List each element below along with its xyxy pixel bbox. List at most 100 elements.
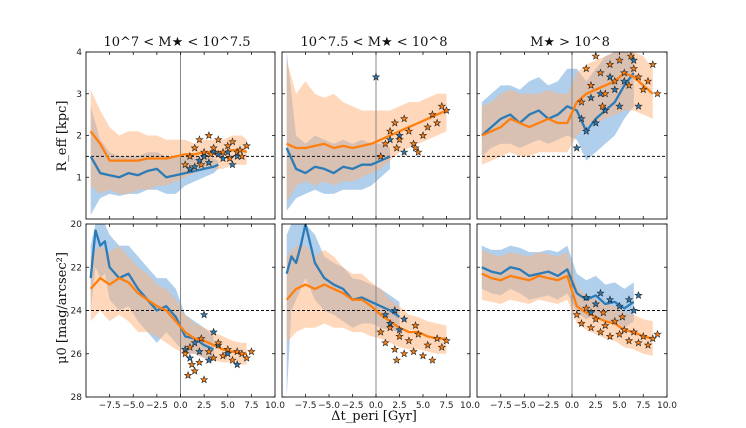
scatter-star-blue bbox=[199, 310, 209, 319]
scatter-star-orange bbox=[596, 68, 605, 77]
scatter-star-orange bbox=[187, 360, 197, 369]
scatter-star-orange bbox=[185, 342, 195, 351]
panel-bottom-right bbox=[477, 224, 667, 397]
scatter-star-orange bbox=[218, 351, 228, 360]
scatter-star-orange bbox=[242, 141, 251, 150]
x-tick-label: −7.5 bbox=[295, 401, 317, 411]
panel-top-left bbox=[86, 52, 275, 219]
scatter-star-blue bbox=[214, 149, 223, 158]
scatter-star-orange bbox=[629, 327, 639, 336]
scatter-star-blue bbox=[218, 154, 228, 163]
scatter-star-orange bbox=[214, 135, 223, 144]
scatter-star-orange bbox=[418, 351, 428, 360]
scatter-star-orange bbox=[423, 122, 432, 131]
scatter-star-orange bbox=[629, 64, 639, 73]
scatter-star-orange bbox=[653, 329, 662, 338]
x-tick-label: 7.5 bbox=[636, 401, 650, 411]
scatter-star-orange bbox=[190, 366, 199, 375]
x-tick-label: 5.0 bbox=[612, 401, 627, 411]
scatter-star-orange bbox=[619, 68, 629, 77]
scatter-star-orange bbox=[414, 147, 423, 156]
x-tick-label: 5.0 bbox=[221, 401, 236, 411]
scatter-star-blue bbox=[581, 126, 591, 135]
scatter-star-orange bbox=[180, 160, 190, 169]
scatter-star-orange bbox=[214, 338, 223, 347]
band-orange bbox=[90, 89, 247, 194]
x-tick-label: −2.5 bbox=[146, 401, 168, 411]
scatter-star-orange bbox=[577, 319, 586, 328]
scatter-star-orange bbox=[199, 147, 209, 156]
scatter-star-orange bbox=[195, 135, 204, 144]
y-tick-label: 22 bbox=[71, 263, 82, 273]
scatter-star-orange bbox=[643, 340, 653, 349]
scatter-star-orange bbox=[572, 310, 582, 319]
scatter-star-orange bbox=[634, 72, 643, 81]
y-tick-label: 26 bbox=[71, 350, 83, 360]
scatter-star-orange bbox=[619, 325, 629, 334]
scatter-star-orange bbox=[204, 347, 214, 356]
scatter-star-orange bbox=[185, 151, 195, 160]
panel-top-right bbox=[477, 52, 667, 219]
scatter-star-orange bbox=[591, 314, 601, 323]
scatter-star-orange bbox=[586, 80, 596, 90]
panel-top-middle bbox=[282, 52, 470, 219]
scatter-star-blue bbox=[605, 295, 615, 304]
band-orange bbox=[286, 60, 447, 203]
scatter-star-orange bbox=[428, 355, 437, 364]
scatter-star-orange bbox=[437, 101, 447, 110]
scatter-star-orange bbox=[581, 303, 591, 312]
scatter-star-blue bbox=[381, 310, 390, 319]
scatter-star-orange bbox=[390, 344, 400, 354]
y-tick-label: 2 bbox=[76, 132, 82, 142]
scatter-star-orange bbox=[586, 323, 596, 332]
scatter-star-blue bbox=[591, 299, 601, 308]
y-tick-label: 24 bbox=[71, 307, 83, 317]
scatter-star-blue bbox=[629, 306, 639, 315]
scatter-star-orange bbox=[411, 143, 420, 152]
scatter-star-blue bbox=[624, 295, 634, 304]
scatter-star-orange bbox=[232, 347, 242, 356]
scatter-star-orange bbox=[643, 76, 653, 85]
x-tick-label: 10.0 bbox=[460, 401, 480, 411]
column-title-1: 10^7 < M★ < 10^7.5 bbox=[103, 35, 250, 50]
scatter-star-blue bbox=[199, 151, 209, 160]
scatter-star-orange bbox=[235, 145, 245, 154]
scatter-star-orange bbox=[225, 154, 234, 163]
scatter-star-orange bbox=[638, 331, 648, 341]
scatter-star-orange bbox=[624, 336, 634, 345]
scatter-star-orange bbox=[197, 160, 206, 169]
scatter-star-orange bbox=[638, 85, 648, 94]
scatter-star-orange bbox=[247, 347, 256, 356]
scatter-star-orange bbox=[404, 336, 414, 345]
series-line-orange bbox=[286, 109, 447, 150]
column-title-3: M★ > 10^8 bbox=[530, 35, 610, 50]
x-tick-label: 0.0 bbox=[565, 401, 580, 411]
scatter-star-blue bbox=[581, 293, 591, 302]
scatter-star-orange bbox=[392, 143, 401, 152]
scatter-star-blue bbox=[395, 325, 404, 334]
scatter-star-blue bbox=[596, 288, 605, 297]
scatter-star-orange bbox=[209, 353, 218, 362]
scatter-star-orange bbox=[599, 308, 608, 317]
scatter-star-blue bbox=[591, 118, 601, 127]
scatter-star-orange bbox=[634, 338, 643, 347]
scatter-star-orange bbox=[385, 323, 395, 332]
scatter-star-orange bbox=[428, 110, 437, 119]
scatter-star-blue bbox=[615, 301, 624, 310]
scatter-star-blue bbox=[619, 76, 629, 85]
scatter-star-blue bbox=[390, 306, 400, 315]
scatter-star-blue bbox=[209, 327, 218, 336]
series-line-blue bbox=[89, 155, 219, 179]
scatter-star-blue bbox=[228, 160, 237, 169]
scatter-star-orange bbox=[183, 370, 193, 379]
y-tick-label: 4 bbox=[76, 48, 82, 58]
scatter-star-blue bbox=[600, 106, 610, 115]
scatter-star-orange bbox=[404, 126, 414, 135]
scatter-star-orange bbox=[209, 143, 218, 152]
scatter-star-orange bbox=[199, 375, 209, 384]
scatter-star-orange bbox=[237, 151, 247, 160]
scatter-star-orange bbox=[237, 349, 247, 358]
scatter-star-blue bbox=[399, 147, 409, 156]
y-tick-label: 1 bbox=[76, 173, 82, 183]
